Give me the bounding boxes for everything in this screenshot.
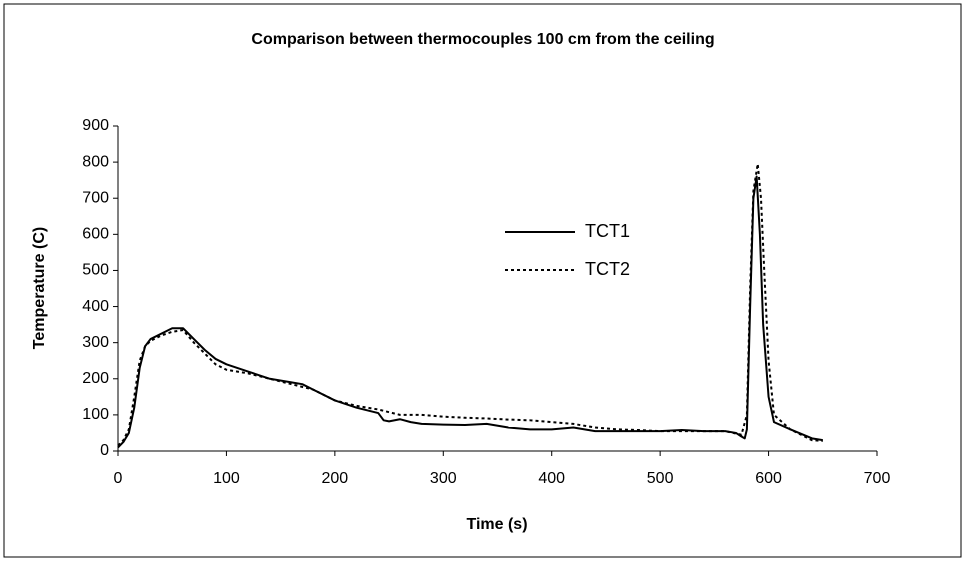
x-tick-label: 300 — [430, 470, 457, 487]
y-tick-label: 100 — [82, 406, 109, 423]
x-tick-label: 600 — [755, 470, 782, 487]
y-tick-label: 0 — [100, 442, 109, 459]
series-line — [117, 162, 823, 447]
y-tick-label: 300 — [82, 334, 109, 351]
legend-label: TCT1 — [585, 221, 630, 241]
x-tick-label: 700 — [864, 470, 891, 487]
x-tick-label: 400 — [538, 470, 565, 487]
chart-border — [3, 3, 962, 558]
y-tick-label: 800 — [82, 153, 109, 170]
x-tick-label: 0 — [114, 470, 123, 487]
chart-title: Comparison between thermocouples 100 cm … — [251, 31, 714, 48]
series-line — [117, 175, 823, 449]
y-tick-label: 200 — [82, 370, 109, 387]
legend-label: TCT2 — [585, 259, 630, 279]
y-tick-label: 400 — [82, 298, 109, 315]
y-axis-label: Temperature (C) — [31, 227, 48, 349]
y-tick-label: 600 — [82, 226, 109, 243]
x-axis-label: Time (s) — [466, 516, 527, 533]
y-tick-label: 500 — [82, 262, 109, 279]
x-tick-label: 500 — [647, 470, 674, 487]
x-tick-label: 100 — [213, 470, 240, 487]
x-tick-label: 200 — [322, 470, 349, 487]
y-tick-label: 700 — [82, 189, 109, 206]
y-tick-label: 900 — [82, 117, 109, 134]
